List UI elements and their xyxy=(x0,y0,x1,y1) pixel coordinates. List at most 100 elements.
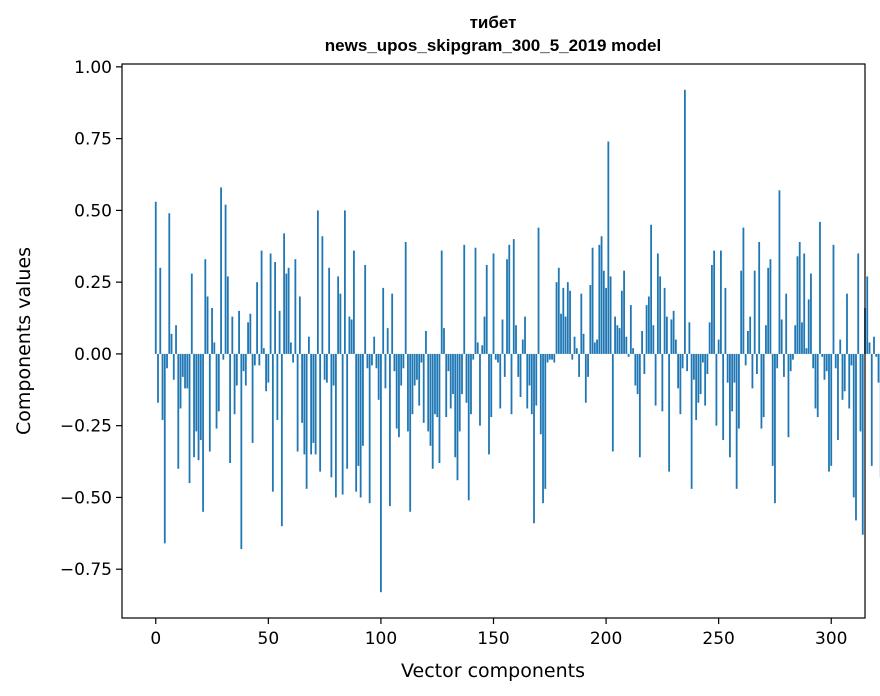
bar-150 xyxy=(492,253,495,354)
bar-130 xyxy=(447,353,450,372)
bar-78 xyxy=(330,353,333,478)
y-axis-label: Components values xyxy=(13,247,35,435)
x-tick-label: 100 xyxy=(365,629,397,649)
bar-38 xyxy=(240,353,243,550)
bar-229 xyxy=(670,319,673,354)
bar-190 xyxy=(582,333,585,354)
bar-254 xyxy=(726,353,729,383)
bar-233 xyxy=(679,353,682,415)
bar-3 xyxy=(161,353,164,420)
y-tick-label: 0.25 xyxy=(74,273,112,293)
bar-47 xyxy=(260,250,263,354)
bar-79 xyxy=(332,353,335,386)
bar-48 xyxy=(262,348,265,354)
bar-249 xyxy=(715,353,718,426)
bar-137 xyxy=(463,244,466,354)
bar-235 xyxy=(683,89,686,354)
bar-121 xyxy=(427,353,430,432)
bar-139 xyxy=(467,353,470,501)
bar-252 xyxy=(722,353,725,441)
bar-9 xyxy=(175,325,177,354)
bar-0 xyxy=(154,201,157,354)
bar-61 xyxy=(292,353,295,363)
bar-295 xyxy=(819,221,821,354)
bar-152 xyxy=(497,353,499,363)
bar-65 xyxy=(301,353,304,423)
y-tick-label: 1.00 xyxy=(74,58,112,78)
bar-101 xyxy=(382,287,385,354)
bar-102 xyxy=(384,353,387,389)
plot-frame xyxy=(121,63,866,619)
bar-96 xyxy=(371,353,373,366)
bar-238 xyxy=(690,353,693,489)
bar-10 xyxy=(177,353,180,469)
bar-218 xyxy=(645,305,648,354)
bar-76 xyxy=(325,353,328,383)
bar-51 xyxy=(269,253,272,354)
bar-177 xyxy=(553,353,556,363)
bar-5 xyxy=(166,353,168,369)
x-tick-label: 0 xyxy=(150,629,161,649)
bar-42 xyxy=(249,313,252,354)
bar-68 xyxy=(307,336,310,354)
bar-111 xyxy=(404,241,407,354)
bar-136 xyxy=(461,353,463,395)
bar-135 xyxy=(458,353,461,432)
bar-225 xyxy=(661,353,664,412)
bar-312 xyxy=(857,253,860,354)
bar-110 xyxy=(402,353,405,369)
bar-288 xyxy=(803,253,806,354)
bar-282 xyxy=(789,353,792,372)
bar-124 xyxy=(434,353,436,415)
bar-8 xyxy=(172,353,175,380)
bar-114 xyxy=(411,353,414,415)
bar-243 xyxy=(701,353,704,363)
bar-145 xyxy=(481,345,484,354)
bar-144 xyxy=(479,353,481,426)
bar-69 xyxy=(310,353,313,455)
bar-221 xyxy=(652,325,655,354)
bar-54 xyxy=(276,353,279,420)
bar-113 xyxy=(409,353,412,512)
x-axis-label: Vector components xyxy=(401,660,585,682)
bar-209 xyxy=(625,336,628,354)
bar-50 xyxy=(267,353,270,383)
bar-212 xyxy=(632,348,634,354)
bar-215 xyxy=(638,353,641,458)
bar-31 xyxy=(224,204,227,354)
bar-15 xyxy=(188,353,191,484)
bar-265 xyxy=(751,353,754,389)
bar-227 xyxy=(665,316,668,354)
bar-302 xyxy=(834,353,837,369)
bar-223 xyxy=(656,253,659,354)
x-tick-label: 50 xyxy=(258,629,280,649)
bar-263 xyxy=(747,330,749,354)
bar-298 xyxy=(825,353,828,372)
bar-12 xyxy=(181,353,184,377)
bar-319 xyxy=(873,336,875,354)
bar-257 xyxy=(733,353,736,383)
bar-77 xyxy=(328,267,331,354)
bar-260 xyxy=(740,270,743,354)
bar-264 xyxy=(749,316,752,354)
bar-2 xyxy=(159,267,162,354)
bar-230 xyxy=(672,310,675,354)
bar-146 xyxy=(483,316,486,354)
bar-289 xyxy=(805,348,808,354)
bar-178 xyxy=(555,282,558,354)
bar-213 xyxy=(634,353,637,386)
bar-244 xyxy=(704,353,707,406)
bar-83 xyxy=(341,353,344,495)
bar-270 xyxy=(762,353,765,418)
bar-299 xyxy=(828,353,830,472)
bar-220 xyxy=(650,224,653,354)
bar-306 xyxy=(843,353,846,392)
bar-196 xyxy=(596,339,598,354)
bar-308 xyxy=(848,353,851,409)
bar-199 xyxy=(602,270,605,354)
bar-208 xyxy=(623,270,625,354)
bar-293 xyxy=(814,353,817,409)
bar-164 xyxy=(524,316,526,354)
bar-157 xyxy=(508,244,511,354)
